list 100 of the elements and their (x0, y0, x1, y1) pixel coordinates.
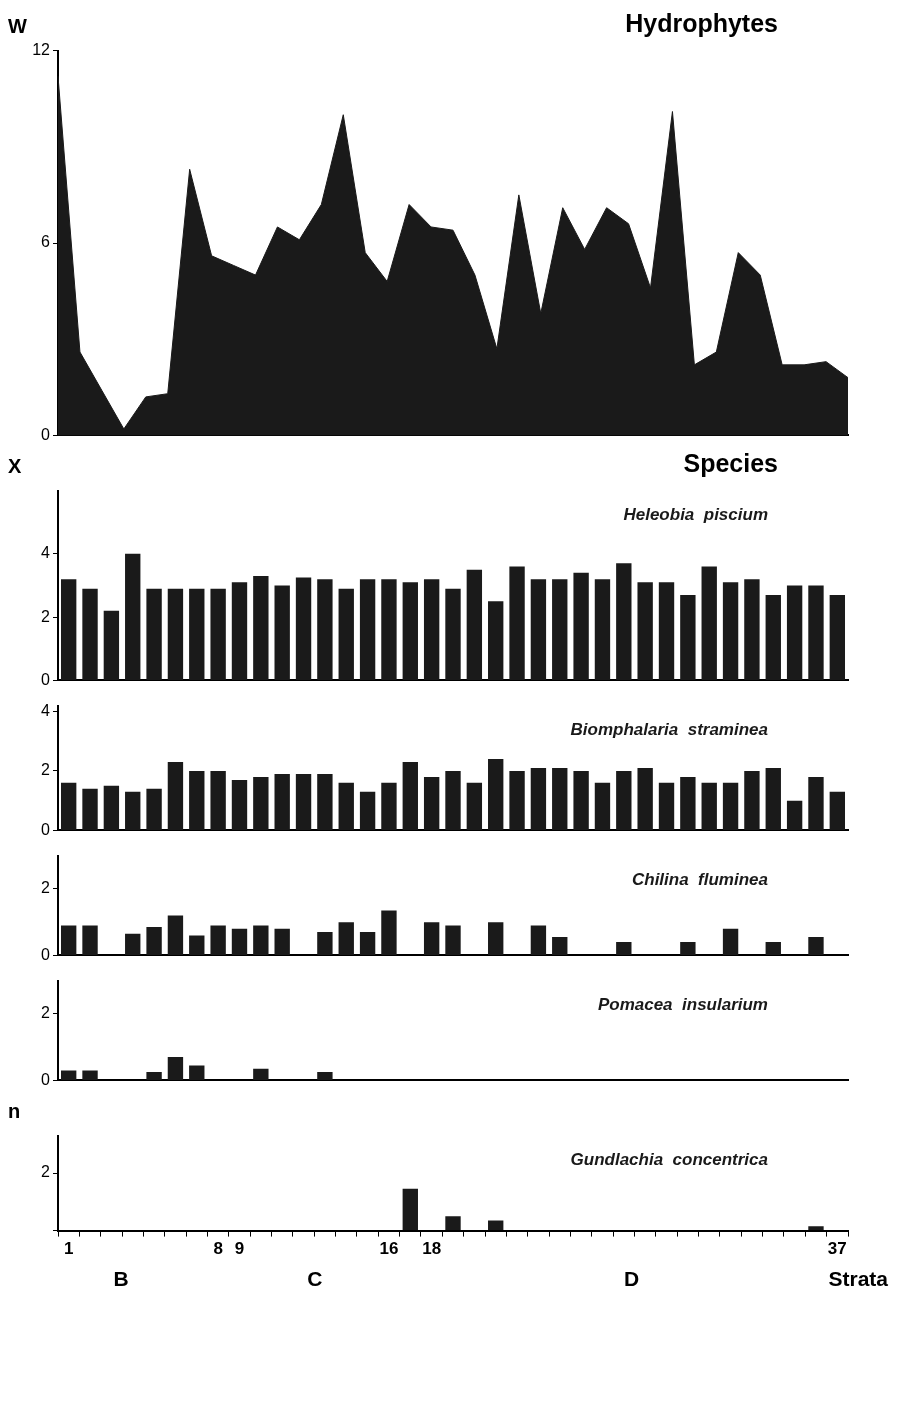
series-label: Biomphalaria straminea (570, 719, 768, 739)
bar (552, 768, 568, 830)
x-tick-label: 8 (213, 1239, 223, 1259)
bar (189, 770, 205, 830)
bar (445, 770, 461, 830)
bar (445, 588, 461, 680)
text: Gundlachia concentrica (570, 1149, 768, 1169)
bar (381, 782, 397, 830)
chart-title: Hydrophytes (625, 9, 778, 37)
bar (765, 768, 781, 830)
bar (616, 770, 632, 830)
bar (210, 770, 226, 830)
bar (167, 762, 184, 830)
bar (509, 770, 525, 830)
bar (530, 579, 547, 680)
y-axis-title: W (8, 15, 27, 37)
x-tick-label: 1 (63, 1239, 74, 1259)
text: Heleobia piscium (623, 504, 768, 524)
bar (125, 791, 141, 830)
bar (423, 922, 440, 955)
bar (317, 773, 333, 830)
bar (530, 768, 547, 830)
bar (680, 942, 696, 955)
y-tick-label: 0 (41, 670, 51, 688)
bar (594, 782, 611, 830)
bar (103, 785, 120, 830)
bar (701, 782, 717, 830)
bar (146, 788, 162, 830)
bar (60, 1070, 77, 1080)
bar (146, 588, 162, 680)
bar (722, 928, 739, 955)
bar (274, 928, 290, 955)
bar (573, 572, 589, 680)
bar (552, 579, 568, 680)
bar (82, 925, 98, 955)
bar (765, 942, 781, 955)
bar (680, 594, 696, 680)
bar (253, 576, 269, 680)
bar (786, 800, 803, 830)
text: C (307, 1267, 323, 1291)
y-tick-label: 6 (41, 233, 51, 251)
bar (466, 782, 483, 830)
text: Pomacea insularium (597, 994, 768, 1014)
bar (573, 770, 589, 830)
bar (658, 782, 675, 830)
y-tick-label: 2 (41, 1004, 51, 1022)
y-tick-label: 0 (41, 1070, 51, 1088)
y-axis-title: X (8, 455, 22, 477)
y-tick-label: 0 (41, 425, 51, 443)
bar (231, 582, 248, 680)
bar (402, 1188, 418, 1231)
bar (167, 915, 184, 955)
bar (338, 782, 354, 830)
bar (295, 577, 312, 680)
bar (423, 579, 440, 680)
y-tick-label: 0 (41, 945, 51, 963)
bar (445, 925, 461, 955)
bar (381, 579, 397, 680)
y-tick-label: 2 (41, 879, 51, 897)
bar (594, 579, 611, 680)
y-tick-label: 12 (32, 41, 51, 59)
bar (189, 1065, 205, 1080)
y-tick-label: 2 (41, 607, 51, 625)
y-tick-label: 2 (41, 1163, 51, 1181)
bar (274, 773, 290, 830)
bar (445, 1216, 461, 1231)
bar (103, 610, 120, 680)
bar (509, 566, 525, 680)
y-tick-label: 2 (41, 761, 51, 779)
bar (125, 553, 141, 680)
bar (722, 782, 739, 830)
bar (808, 937, 824, 955)
bar (146, 927, 162, 955)
bar (338, 922, 354, 955)
bar (60, 579, 77, 680)
bar (60, 925, 77, 955)
text: Chilina fluminea (631, 869, 768, 889)
bar (189, 588, 205, 680)
bar (829, 594, 846, 680)
x-tick-label: 16 (379, 1239, 399, 1259)
bar (189, 935, 205, 955)
bar (253, 1068, 269, 1080)
bar (146, 1072, 162, 1080)
y-axis-title: n (8, 1100, 21, 1122)
bar (786, 585, 803, 680)
y-tick-label: 4 (41, 544, 51, 562)
bar (82, 788, 98, 830)
bar (359, 579, 376, 680)
text: B (113, 1267, 129, 1291)
bar (317, 932, 333, 955)
bar (808, 585, 824, 680)
bar (808, 1226, 824, 1231)
bar (60, 782, 77, 830)
bar (701, 566, 717, 680)
bar (423, 776, 440, 830)
bar (680, 776, 696, 830)
bar (210, 588, 226, 680)
chart-title: Species (683, 449, 778, 477)
bar (274, 585, 290, 680)
bar (125, 933, 141, 955)
